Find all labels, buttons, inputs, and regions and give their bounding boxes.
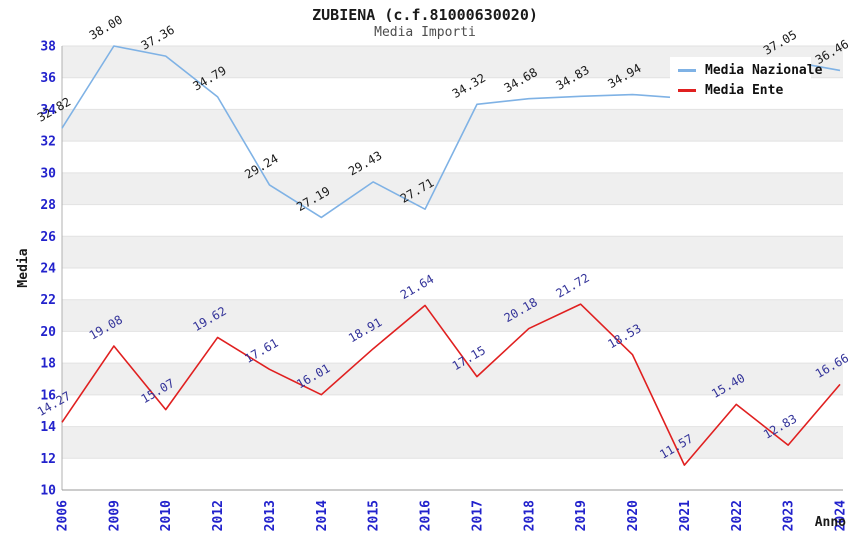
x-tick-label: 2009 xyxy=(107,500,122,531)
y-tick-label: 30 xyxy=(40,166,56,181)
plot-band xyxy=(62,236,843,268)
y-tick-label: 38 xyxy=(40,40,56,55)
plot-band xyxy=(62,331,843,364)
x-axis-title: Anno xyxy=(815,515,846,530)
y-tick-label: 28 xyxy=(40,198,56,213)
y-tick-label: 20 xyxy=(40,325,56,340)
legend-line-swatch xyxy=(678,89,696,93)
x-tick-label: 2006 xyxy=(56,500,71,531)
plot-band xyxy=(62,109,843,142)
legend-label: Media Ente xyxy=(705,83,784,99)
y-tick-label: 18 xyxy=(40,357,56,372)
plot-band xyxy=(62,458,843,490)
x-tick-label: 2022 xyxy=(730,500,745,531)
y-tick-label: 34 xyxy=(40,103,56,118)
series-line-media-ente xyxy=(61,303,841,466)
y-tick-label: 10 xyxy=(40,484,56,499)
x-tick-label: 2020 xyxy=(626,500,641,531)
y-tick-label: 24 xyxy=(40,262,56,277)
y-axis-title: Media xyxy=(16,248,31,287)
plot-band xyxy=(62,141,843,173)
plot-band xyxy=(62,363,843,395)
chart-subtitle: Media Importi xyxy=(374,25,476,40)
legend-item: Media Ente xyxy=(678,83,811,98)
x-tick-label: 2013 xyxy=(263,500,278,531)
y-tick-label: 14 xyxy=(40,420,56,435)
x-tick-label: 2015 xyxy=(367,500,382,531)
legend-item: Media Nazionale xyxy=(678,63,822,78)
y-tick-label: 36 xyxy=(40,71,56,86)
plot-band xyxy=(62,172,843,205)
x-tick-label: 2024 xyxy=(834,500,849,531)
chart-title: ZUBIENA (c.f.81000630020) xyxy=(312,6,538,24)
legend-label: Media Nazionale xyxy=(705,62,823,78)
y-tick-label: 22 xyxy=(40,293,56,308)
x-tick-label: 2018 xyxy=(522,500,537,531)
x-tick-label: 2012 xyxy=(211,500,226,531)
y-tick-label: 26 xyxy=(40,230,56,245)
y-tick-label: 12 xyxy=(40,452,56,467)
plot-band xyxy=(62,299,843,332)
plot-band xyxy=(62,394,843,427)
x-tick-label: 2016 xyxy=(419,500,434,531)
x-tick-label: 2019 xyxy=(574,500,589,531)
y-tick-label: 32 xyxy=(40,135,56,150)
x-tick-label: 2023 xyxy=(782,500,797,531)
plot-band xyxy=(62,204,843,237)
x-tick-label: 2021 xyxy=(678,500,693,531)
plot-band xyxy=(62,268,843,300)
x-tick-label: 2010 xyxy=(159,500,174,531)
plot-band xyxy=(62,426,843,459)
y-tick-label: 16 xyxy=(40,388,56,403)
legend-line-swatch xyxy=(678,68,696,72)
x-tick-label: 2014 xyxy=(315,500,330,531)
x-tick-label: 2017 xyxy=(470,500,485,531)
chart-legend: Media Nazionale Media Ente xyxy=(670,57,822,104)
